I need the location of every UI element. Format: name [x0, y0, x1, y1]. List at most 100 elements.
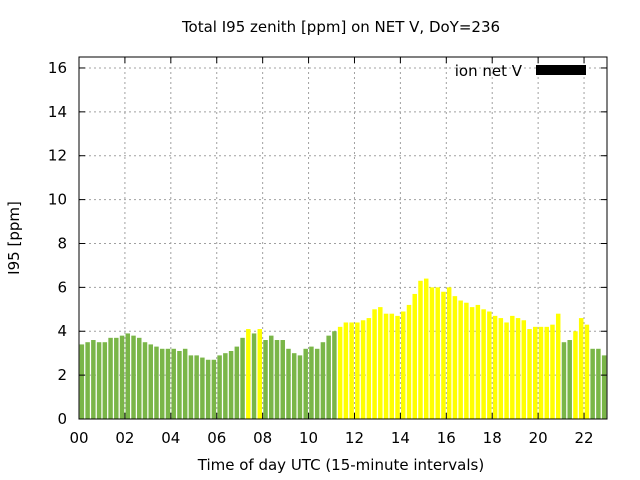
bar — [521, 320, 527, 419]
bar — [406, 304, 412, 419]
bar — [165, 348, 171, 419]
bar — [320, 342, 326, 419]
bar — [360, 320, 366, 419]
bar — [383, 313, 389, 419]
bar — [401, 311, 406, 419]
bar — [234, 346, 240, 419]
bar — [481, 309, 486, 419]
y-tick-label: 0 — [57, 410, 67, 428]
bar — [561, 342, 567, 419]
legend-swatch — [536, 65, 586, 75]
bar — [527, 329, 532, 419]
bar — [578, 318, 584, 419]
x-tick-label: 08 — [253, 429, 272, 447]
bar — [487, 311, 492, 419]
bar — [182, 348, 188, 419]
bar — [309, 346, 314, 419]
x-tick-label: 20 — [529, 429, 548, 447]
bar — [251, 333, 257, 419]
bar — [274, 340, 280, 419]
x-tick-label: 14 — [391, 429, 410, 447]
y-tick-label: 12 — [48, 147, 67, 165]
bar — [567, 340, 572, 419]
x-tick-label: 06 — [207, 429, 226, 447]
plot-frame — [78, 56, 608, 420]
bar — [601, 355, 607, 419]
bar — [349, 322, 354, 419]
bar — [159, 348, 165, 419]
bar — [102, 342, 108, 419]
bar — [337, 326, 343, 419]
bars — [79, 278, 607, 419]
bar — [366, 318, 372, 419]
bar — [389, 313, 395, 419]
bar — [188, 355, 194, 419]
bar — [429, 287, 435, 419]
bar — [228, 350, 234, 419]
bar — [240, 337, 245, 419]
bar — [114, 337, 119, 419]
y-tick-label: 4 — [57, 322, 67, 340]
bar — [515, 318, 521, 419]
axis-ticks — [78, 57, 607, 420]
bar — [326, 335, 331, 419]
y-tick-label: 10 — [48, 191, 67, 209]
bar — [303, 348, 308, 419]
bar — [79, 344, 85, 419]
bar — [435, 287, 440, 419]
y-tick-labels: 0 2 4 6 8 10 12 14 16 — [48, 59, 67, 428]
bar — [177, 350, 182, 419]
x-axis-label: Time of day UTC (15-minute intervals) — [197, 456, 484, 474]
bar — [137, 337, 142, 419]
bar — [211, 359, 217, 419]
bar — [550, 324, 555, 419]
bar — [475, 304, 481, 419]
bar — [263, 340, 268, 419]
x-tick-label: 18 — [483, 429, 502, 447]
bar — [119, 335, 125, 419]
x-tick-label: 16 — [437, 429, 456, 447]
bar — [314, 348, 320, 419]
bar — [395, 315, 400, 419]
bar — [372, 309, 377, 419]
bar — [510, 315, 515, 419]
bar — [423, 278, 429, 419]
x-tick-label: 12 — [345, 429, 364, 447]
y-tick-label: 8 — [57, 234, 67, 252]
x-tick-labels: 00 02 04 06 08 10 12 14 16 18 20 22 — [69, 429, 593, 447]
bar — [142, 342, 148, 419]
y-tick-label: 14 — [48, 103, 67, 121]
bar — [280, 340, 285, 419]
bar — [573, 331, 578, 419]
bar — [544, 326, 549, 419]
bar — [596, 348, 601, 419]
bar — [533, 326, 538, 419]
bar — [257, 329, 263, 419]
bar — [538, 326, 544, 419]
bar — [412, 293, 417, 419]
bar — [85, 342, 90, 419]
legend: ion net V — [455, 62, 586, 80]
x-tick-label: 04 — [161, 429, 180, 447]
bar — [108, 337, 113, 419]
bar — [286, 348, 291, 419]
bar — [171, 348, 176, 419]
grid-lines — [79, 57, 607, 419]
bar — [297, 355, 303, 419]
bar — [464, 302, 469, 419]
bar — [498, 318, 504, 419]
bar — [355, 322, 360, 419]
bar — [504, 322, 509, 419]
bar — [492, 315, 498, 419]
bar — [418, 280, 423, 419]
x-tick-label: 22 — [574, 429, 593, 447]
bar — [223, 353, 228, 419]
x-tick-label: 10 — [299, 429, 318, 447]
bar — [378, 307, 383, 419]
bar — [194, 355, 199, 419]
y-tick-label: 6 — [57, 278, 67, 296]
bar — [205, 359, 211, 419]
bar — [91, 340, 96, 419]
y-axis-label: I95 [ppm] — [5, 201, 23, 275]
